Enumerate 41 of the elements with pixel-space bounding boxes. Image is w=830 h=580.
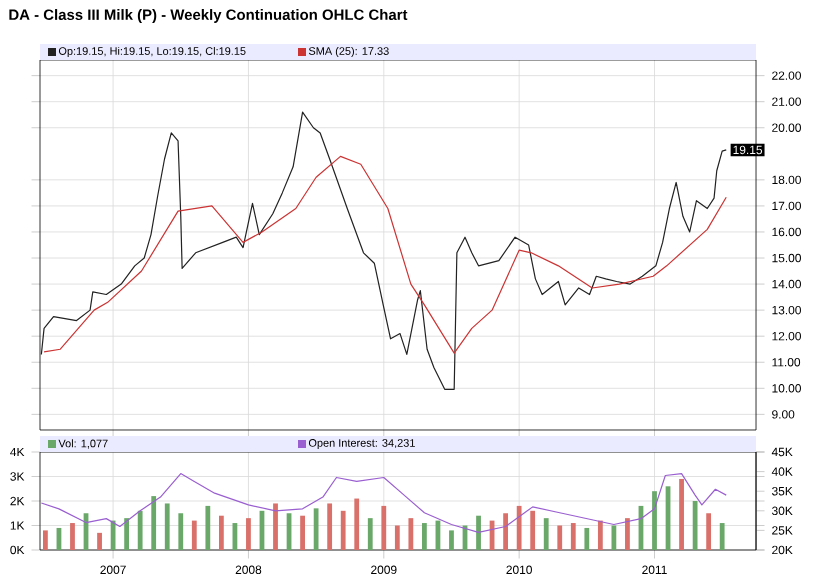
bar [178, 513, 184, 550]
bar [218, 515, 224, 550]
bar [137, 510, 143, 550]
bar [516, 505, 522, 550]
bar [692, 501, 698, 550]
bar [151, 496, 157, 550]
bar [300, 515, 305, 550]
bar [503, 513, 509, 550]
bar [543, 518, 549, 550]
bar [557, 525, 563, 550]
bar [408, 518, 414, 550]
bar [313, 508, 319, 550]
bar [97, 532, 102, 550]
bar [327, 503, 333, 550]
bar [625, 518, 630, 550]
bar [706, 513, 712, 550]
line-series [40, 111, 727, 390]
bar [719, 523, 725, 550]
bar [611, 525, 617, 550]
bar [597, 520, 603, 550]
bar [70, 523, 75, 550]
bar [679, 478, 684, 550]
bar [422, 523, 427, 550]
bar [584, 527, 590, 550]
bar [191, 520, 197, 550]
bar [449, 530, 454, 550]
bar [652, 491, 657, 550]
bar [354, 498, 360, 550]
bar [124, 518, 130, 550]
bar [570, 523, 576, 550]
bar [273, 503, 278, 550]
bar [246, 518, 251, 550]
bar [205, 505, 211, 550]
bar [367, 518, 373, 550]
bar [476, 515, 481, 550]
bar [381, 505, 387, 550]
bar [43, 530, 48, 550]
bar [164, 503, 170, 550]
bar [394, 525, 400, 550]
bar [530, 510, 536, 550]
bar [340, 510, 346, 550]
